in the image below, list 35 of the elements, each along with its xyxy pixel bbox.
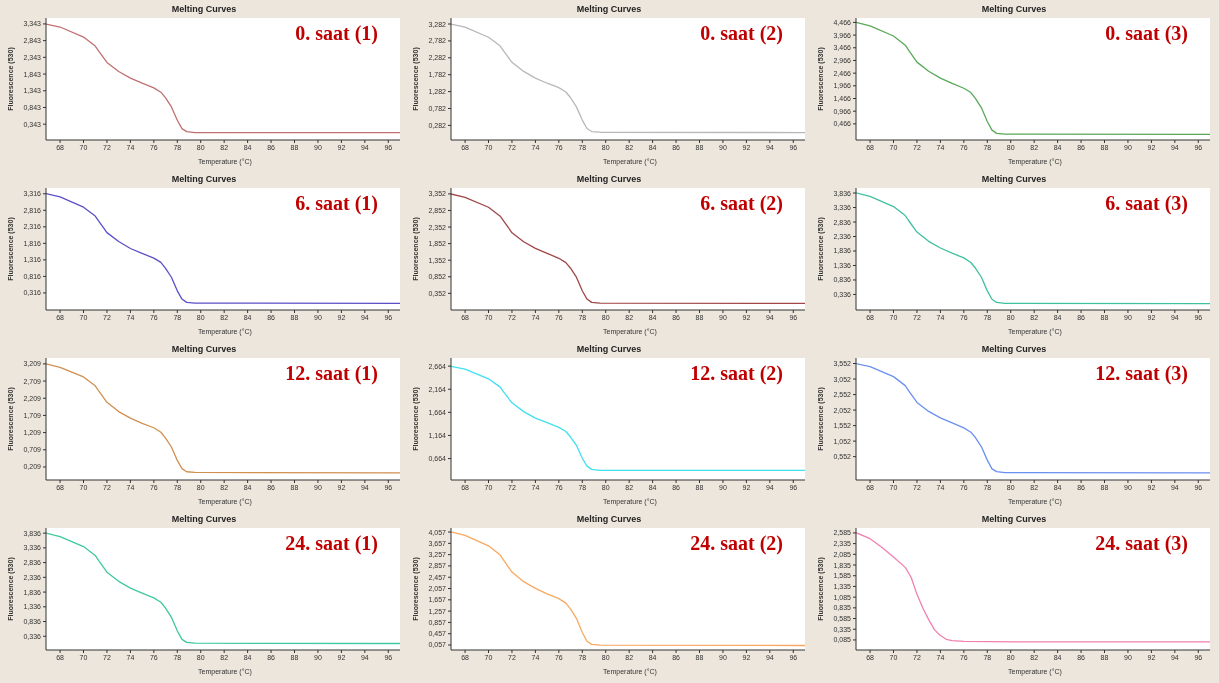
chart-title: Melting Curves xyxy=(980,3,1048,16)
annotation: 24. saat (1) xyxy=(285,532,378,555)
chart-title: Melting Curves xyxy=(170,343,238,356)
chart-title: Melting Curves xyxy=(980,173,1048,186)
annotation: 6. saat (1) xyxy=(295,192,378,215)
annotation: 24. saat (2) xyxy=(690,532,783,555)
chart-title: Melting Curves xyxy=(170,3,238,16)
line-series xyxy=(46,532,400,645)
line-series xyxy=(46,23,400,134)
line-series xyxy=(46,363,400,474)
chart-title: Melting Curves xyxy=(170,513,238,526)
annotation: 6. saat (3) xyxy=(1105,192,1188,215)
annotation: 0. saat (2) xyxy=(700,22,783,45)
annotation: 12. saat (3) xyxy=(1095,362,1188,385)
chart-title: Melting Curves xyxy=(575,513,643,526)
line-series xyxy=(451,23,805,134)
annotation: 0. saat (3) xyxy=(1105,22,1188,45)
annotation: 0. saat (1) xyxy=(295,22,378,45)
annotation: 24. saat (3) xyxy=(1095,532,1188,555)
line-series xyxy=(46,192,400,305)
chart-title: Melting Curves xyxy=(170,173,238,186)
line-series xyxy=(856,21,1210,136)
line-series xyxy=(451,193,805,305)
annotation: 12. saat (1) xyxy=(285,362,378,385)
annotation: 6. saat (2) xyxy=(700,192,783,215)
line-series xyxy=(856,362,1210,474)
annotation: 12. saat (2) xyxy=(690,362,783,385)
line-series xyxy=(856,532,1210,643)
chart-title: Melting Curves xyxy=(575,3,643,16)
chart-title: Melting Curves xyxy=(980,513,1048,526)
line-series xyxy=(451,365,805,471)
chart-title: Melting Curves xyxy=(575,173,643,186)
chart-title: Melting Curves xyxy=(575,343,643,356)
chart-title: Melting Curves xyxy=(980,343,1048,356)
line-series xyxy=(856,192,1210,305)
